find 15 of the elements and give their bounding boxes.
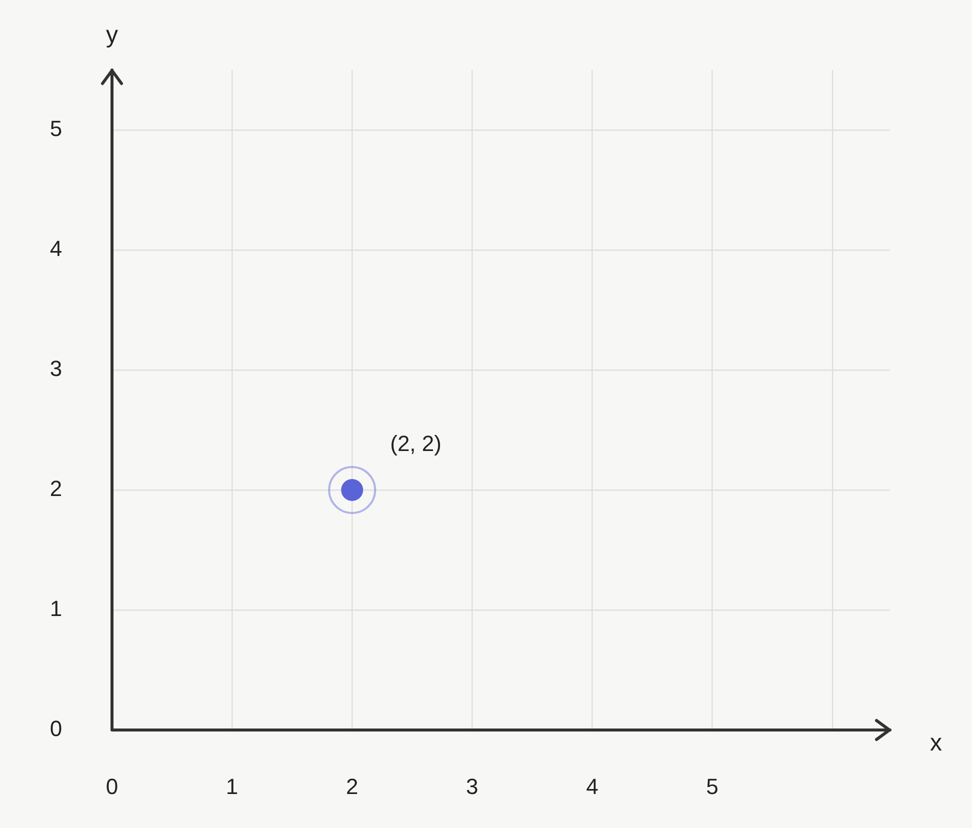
x-tick-label: 4 (586, 774, 598, 800)
x-tick-label: 5 (706, 774, 718, 800)
x-tick-label: 1 (226, 774, 238, 800)
x-tick-label: 2 (346, 774, 358, 800)
y-tick-label: 2 (50, 476, 62, 502)
y-tick-label: 4 (50, 236, 62, 262)
y-tick-label: 3 (50, 356, 62, 382)
x-tick-label: 3 (466, 774, 478, 800)
x-axis-title: x (930, 730, 942, 757)
x-tick-label: 0 (106, 774, 118, 800)
y-tick-label: 0 (50, 716, 62, 742)
annotation: (2, 2) (390, 431, 442, 456)
y-tick-label: 5 (50, 116, 62, 142)
y-tick-label: 1 (50, 596, 62, 622)
y-axis-title: y (106, 22, 118, 49)
